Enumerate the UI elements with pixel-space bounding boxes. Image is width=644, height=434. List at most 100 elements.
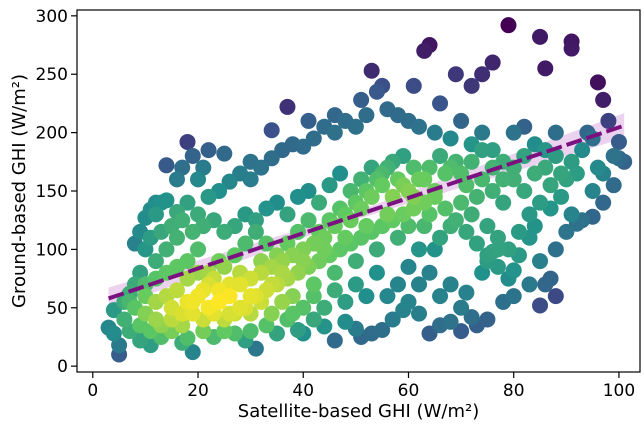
scatter-point	[505, 262, 522, 279]
scatter-point	[442, 276, 459, 293]
scatter-point	[168, 282, 185, 299]
x-tick-label: 0	[87, 381, 98, 401]
scatter-point	[316, 299, 333, 316]
scatter-point	[279, 98, 296, 115]
scatter-point	[411, 171, 428, 188]
scatter-point	[605, 177, 622, 194]
scatter-point	[158, 157, 175, 174]
scatter-point	[200, 188, 217, 205]
scatter-point	[279, 206, 296, 223]
scatter-point	[168, 229, 185, 246]
scatter-point	[510, 223, 527, 240]
scatter-point	[421, 264, 438, 281]
scatter-point	[358, 107, 375, 124]
scatter-point	[190, 171, 207, 188]
scatter-point	[521, 276, 538, 293]
scatter-point	[442, 130, 459, 147]
scatter-point	[411, 241, 428, 258]
scatter-point	[179, 133, 196, 150]
scatter-point	[432, 288, 449, 305]
scatter-point	[453, 112, 470, 129]
scatter-point	[200, 142, 217, 159]
scatter-point	[158, 241, 175, 258]
scatter-point	[242, 323, 259, 340]
scatter-point	[337, 293, 354, 310]
scatter-point	[174, 212, 191, 229]
scatter-point	[289, 188, 306, 205]
scatter-point	[374, 177, 391, 194]
scatter-point	[521, 206, 538, 223]
scatter-point	[432, 229, 449, 246]
y-tick-label: 50	[46, 299, 68, 319]
scatter-point	[432, 95, 449, 112]
scatter-point	[426, 124, 443, 141]
scatter-point	[405, 200, 422, 217]
scatter-point	[458, 284, 475, 301]
scatter-point	[263, 305, 280, 322]
scatter-point	[447, 212, 464, 229]
points-layer	[100, 17, 633, 363]
y-tick-label: 300	[36, 7, 68, 27]
scatter-point	[247, 212, 264, 229]
scatter-point	[405, 77, 422, 94]
scatter-point	[563, 40, 580, 57]
scatter-point	[563, 206, 580, 223]
scatter-point	[532, 28, 549, 45]
scatter-point	[532, 297, 549, 314]
scatter-point	[479, 311, 496, 328]
scatter-point	[489, 241, 506, 258]
scatter-point	[184, 147, 201, 164]
y-tick-label: 100	[36, 240, 68, 260]
scatter-point	[105, 325, 122, 342]
scatter-point	[537, 276, 554, 293]
scatter-point	[484, 183, 501, 199]
scatter-point	[379, 288, 396, 305]
scatter-point	[368, 264, 385, 281]
scatter-point	[237, 235, 254, 252]
scatter-point	[453, 299, 470, 316]
scatter-point	[432, 147, 449, 164]
scatter-point	[489, 229, 506, 246]
scatter-point	[542, 177, 559, 194]
scatter-point	[463, 153, 480, 170]
scatter-point	[184, 293, 201, 310]
scatter-point	[289, 321, 306, 338]
scatter-point	[474, 124, 491, 141]
scatter-point	[195, 323, 212, 340]
scatter-point	[363, 188, 380, 205]
scatter-point	[600, 112, 617, 129]
y-axis-title: Ground-based GHI (W/m²)	[9, 74, 30, 308]
scatter-point	[347, 253, 364, 270]
scatter-point	[516, 183, 533, 199]
scatter-point	[453, 323, 470, 340]
scatter-point	[389, 276, 406, 293]
scatter-point	[574, 142, 591, 159]
scatter-point	[400, 258, 417, 275]
scatter-point	[553, 165, 570, 182]
scatter-point	[447, 66, 464, 83]
scatter-point	[321, 177, 338, 194]
scatter-point	[158, 192, 175, 209]
scatter-point	[474, 142, 491, 159]
scatter-point	[147, 311, 164, 328]
scatter-point	[258, 200, 275, 217]
scatter-point	[363, 62, 380, 79]
scatter-point	[347, 118, 364, 135]
x-tick-label: 100	[603, 381, 635, 401]
scatter-point	[326, 124, 343, 141]
scatter-point	[595, 91, 612, 108]
scatter-point	[453, 194, 470, 211]
scatter-point	[463, 77, 480, 94]
scatter-point	[305, 276, 322, 293]
scatter-point	[379, 206, 396, 223]
x-tick-label: 80	[503, 381, 525, 401]
scatter-point	[605, 147, 622, 164]
scatter-point	[116, 311, 133, 328]
scatter-point	[300, 212, 317, 229]
scatter-point	[353, 200, 370, 217]
scatter-point	[495, 171, 512, 188]
scatter-point	[132, 332, 149, 349]
x-axis: 0 20 40 60 80 100	[87, 372, 635, 401]
